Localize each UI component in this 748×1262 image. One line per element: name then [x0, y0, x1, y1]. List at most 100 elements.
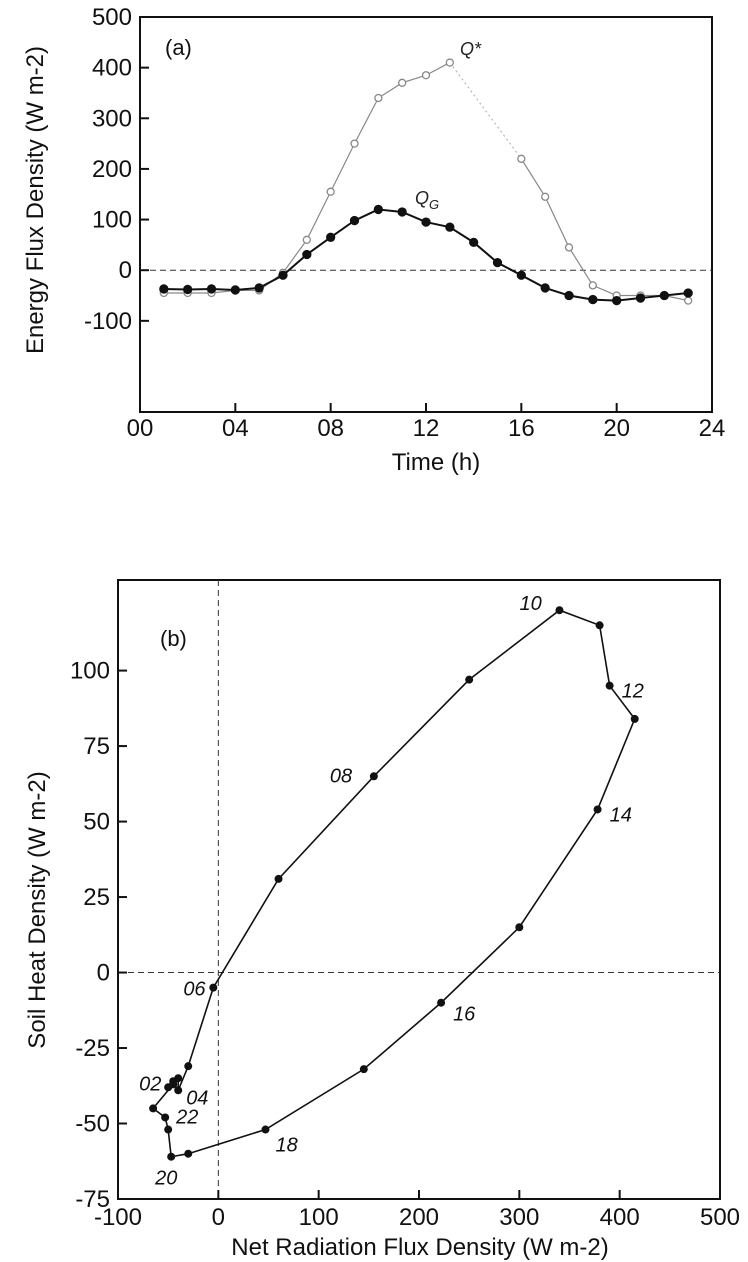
panel-a-xlabel: Time (h): [392, 449, 480, 476]
panel-a-ytick-label: -100: [84, 308, 132, 335]
panel-b-point: [437, 998, 446, 1007]
qstar-point: [398, 78, 407, 87]
panel-b-point: [274, 874, 283, 883]
panel-a-ytick-label: 100: [92, 207, 132, 234]
qg-point: [564, 290, 574, 301]
panel-b-hour-label: 14: [610, 804, 632, 826]
panel-a-ytick-label: 0: [119, 257, 132, 284]
qstar-point: [588, 281, 597, 290]
panel-b-xtick-label: 200: [399, 1204, 439, 1231]
panel-b-hour-label: 22: [175, 1106, 198, 1128]
panel-b-hour-label: 10: [519, 593, 541, 615]
panel-a-ytick-label: 300: [92, 105, 132, 132]
panel-a-series-line: [449, 62, 522, 160]
qg-point: [540, 283, 550, 293]
qstar-point: [421, 71, 431, 80]
panel-b-point: [359, 1065, 368, 1074]
qstar-point: [684, 296, 693, 305]
panel-b-point: [184, 1149, 193, 1158]
panel-b-point: [595, 621, 604, 630]
series-label-qstar: Q*: [460, 39, 482, 59]
qg-point: [635, 293, 646, 303]
panel-b-xtick-label: 400: [600, 1204, 640, 1231]
qg-point: [206, 284, 217, 294]
panel-a-xtick-label: 04: [222, 415, 249, 442]
panel-b: (b) Net Radiation Flux Density (W m-2) S…: [24, 579, 721, 1261]
panel-a-xtick-label: 20: [603, 415, 630, 442]
panel-b-point: [174, 1074, 183, 1083]
qg-point: [349, 215, 360, 226]
panel-b-ytick-label: 75: [83, 733, 110, 760]
panel-b-point: [593, 805, 602, 814]
panel-b-point: [167, 1152, 176, 1161]
panel-a-xtick-label: 00: [127, 415, 154, 442]
qstar-point: [374, 93, 383, 103]
qstar-point: [350, 139, 359, 148]
qg-point: [397, 207, 407, 217]
panel-b-loop-line: [151, 609, 636, 1158]
panel-a-ylabel: Energy Flux Density (W m-2): [22, 46, 49, 354]
qg-point: [278, 270, 288, 280]
panel-b-point: [209, 983, 218, 992]
panel-b-point: [161, 1113, 170, 1122]
panel-b-xtick-label: 500: [700, 1204, 740, 1231]
panel-b-xtick-label: -100: [94, 1204, 142, 1231]
qg-point: [683, 288, 693, 298]
panel-a-ytick-label: 400: [92, 55, 132, 82]
panel-b-hour-label: 06: [183, 979, 206, 1001]
panel-b-hour-label: 08: [330, 765, 352, 787]
panel-b-hour-label: 16: [453, 1004, 476, 1026]
series-label-qg: QG: [415, 188, 439, 212]
panel-a-ytick-label: 200: [92, 156, 132, 183]
qg-point: [326, 232, 336, 242]
panel-b-hour-label: 04: [186, 1087, 208, 1109]
panel-b-point: [605, 681, 614, 690]
panel-b-label: (b): [160, 626, 187, 651]
panel-b-point: [149, 1104, 158, 1113]
panel-b-xtick-label: 0: [212, 1204, 225, 1231]
qg-point: [469, 237, 479, 248]
panel-b-point: [515, 923, 524, 932]
panel-b-ytick-label: 0: [97, 960, 110, 987]
panel-a-xtick-label: 08: [317, 415, 344, 442]
qstar-point: [517, 154, 526, 163]
panel-b-ytick-label: -75: [75, 1186, 110, 1213]
panel-b-point: [174, 1086, 183, 1095]
qg-point: [588, 294, 598, 305]
panel-b-xlabel: Net Radiation Flux Density (W m-2): [231, 1234, 608, 1261]
panel-a: (a) Time (h) Energy Flux Density (W m-2)…: [22, 16, 713, 476]
qg-point: [516, 270, 526, 280]
qg-point: [492, 257, 503, 268]
qg-point: [254, 283, 264, 293]
qg-point: [159, 284, 169, 294]
qstar-point: [541, 192, 550, 201]
qg-point: [230, 285, 240, 295]
qstar-point: [302, 235, 311, 244]
panel-b-hour-label: 18: [275, 1135, 297, 1157]
panel-b-hour-label: 12: [622, 681, 644, 703]
qstar-point: [445, 58, 454, 67]
panel-b-xtick-label: 100: [299, 1204, 339, 1231]
panel-a-xtick-label: 24: [699, 415, 726, 442]
qstar-point: [564, 243, 574, 252]
qg-point: [302, 249, 312, 260]
panel-b-point: [184, 1062, 193, 1071]
qg-point: [445, 222, 455, 232]
panel-a-xtick-label: 16: [508, 415, 535, 442]
panel-b-hour-label: 02: [139, 1073, 161, 1095]
panel-b-point: [261, 1125, 270, 1134]
panel-b-point: [465, 675, 474, 684]
panel-b-point: [164, 1125, 173, 1134]
qg-point: [612, 295, 622, 306]
qg-point: [183, 284, 193, 295]
panel-b-point: [630, 714, 639, 723]
qg-point: [373, 204, 383, 215]
panel-b-ytick-label: -25: [75, 1035, 110, 1062]
panel-b-point: [169, 1080, 178, 1089]
panel-b-point: [555, 606, 564, 615]
panel-b-ytick-label: -50: [75, 1111, 110, 1138]
panel-b-ytick-label: 50: [83, 809, 110, 836]
panel-b-ytick-label: 100: [70, 658, 110, 685]
panel-a-label: (a): [165, 35, 192, 60]
